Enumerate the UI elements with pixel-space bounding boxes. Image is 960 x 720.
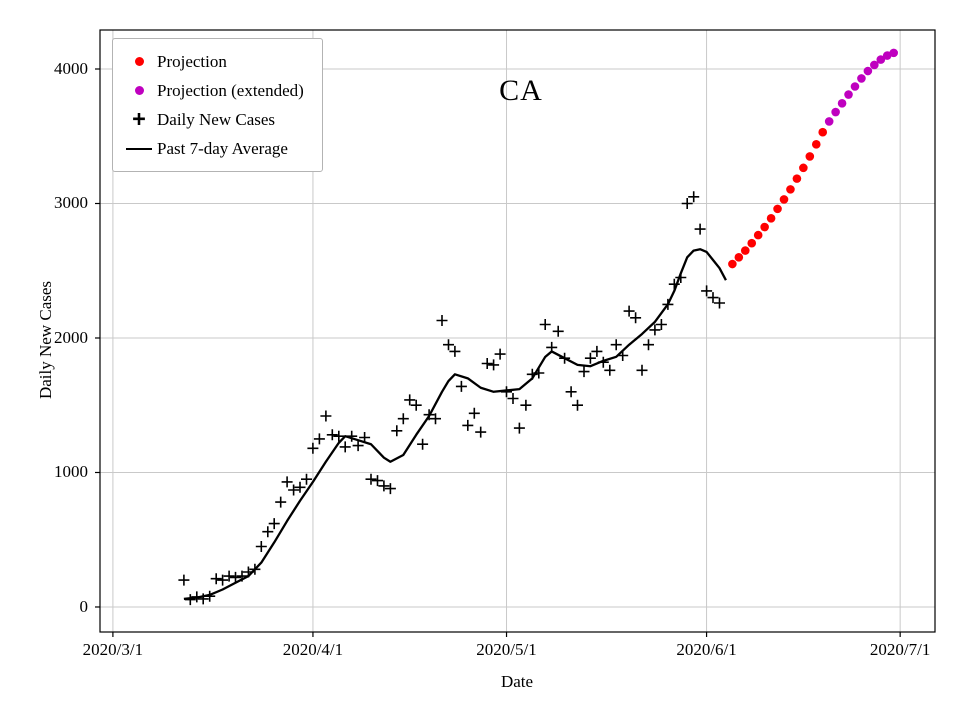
x-tick-label: 2020/7/1	[869, 640, 931, 659]
legend-label: Daily New Cases	[157, 109, 276, 129]
legend-item-projection: Projection	[121, 47, 304, 76]
x-tick-label: 2020/5/1	[476, 640, 537, 659]
plus-marker-icon: +	[132, 106, 146, 132]
legend-item-7day-average: Past 7-day Average	[121, 134, 304, 163]
line-segment-icon	[121, 147, 157, 150]
y-tick-label: 0	[79, 596, 89, 616]
red-dot-icon	[121, 57, 157, 66]
x-tick-label: 2020/6/1	[676, 640, 737, 659]
legend-label: Projection (extended)	[157, 80, 304, 100]
legend-item-projection-extended: Projection (extended)	[121, 76, 304, 105]
y-tick-label: 4000	[54, 59, 88, 78]
chart-title: CA	[499, 74, 543, 107]
legend: Projection Projection (extended) + Daily…	[112, 38, 323, 172]
y-tick-label: 1000	[54, 462, 88, 482]
magenta-dot-icon	[121, 86, 157, 95]
y-tick-label: 3000	[54, 193, 88, 213]
y-tick-label: 2000	[54, 327, 88, 347]
legend-label: Past 7-day Average	[157, 138, 288, 158]
x-axis-label: Date	[500, 672, 534, 691]
legend-label: Projection	[157, 51, 227, 71]
legend-item-daily-new-cases: + Daily New Cases	[121, 105, 304, 134]
x-tick-label: 2020/4/1	[282, 640, 344, 659]
x-tick-label: 2020/3/1	[82, 640, 144, 659]
